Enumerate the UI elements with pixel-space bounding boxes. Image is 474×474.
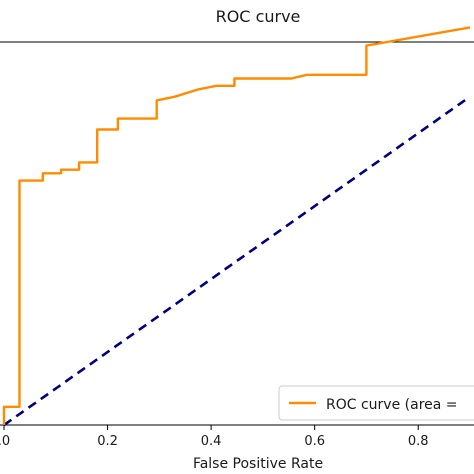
legend: ROC curve (area =	[278, 385, 474, 421]
x-axis-label: False Positive Rate	[193, 456, 323, 472]
legend-box	[278, 385, 474, 421]
diagonal-reference-line	[3, 95, 471, 427]
x-tick-label: 0.6	[304, 434, 325, 449]
legend-label: ROC curve (area =	[326, 397, 458, 413]
plot-area	[0, 41, 474, 426]
x-tick-label: .0	[0, 434, 10, 449]
x-tick-label: 0.2	[97, 434, 118, 449]
chart-title: ROC curve	[216, 7, 301, 26]
chart-marks	[2, 26, 471, 427]
x-tick-label: 0.4	[201, 434, 222, 449]
roc-curve-line	[2, 26, 471, 425]
x-tick-label: 0.8	[408, 434, 429, 449]
x-axis-ticks: .0 0.2 0.4 0.6 0.8	[0, 425, 429, 449]
